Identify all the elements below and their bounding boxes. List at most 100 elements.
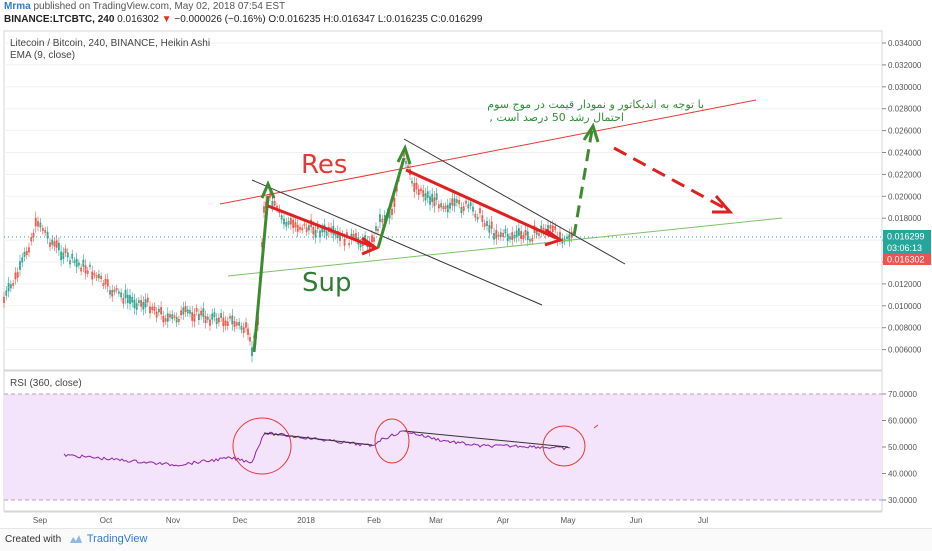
ema-point (405, 161, 407, 163)
last-price: 0.016302 (117, 14, 159, 25)
price-change: −0.000026 (−0.16%) (174, 14, 266, 25)
channel-top-2[interactable] (403, 138, 626, 265)
down-arrow-icon: ▼ (161, 14, 172, 25)
ema-point (122, 300, 124, 302)
chart-svg[interactable]: 0.034000 0.032000 0.030000 0.028000 0.026000… (0, 28, 932, 530)
ema-point (389, 214, 391, 216)
time-tick-label: Jul (698, 516, 708, 525)
price-tick-label: 0.026000 (888, 127, 922, 136)
time-axis[interactable]: Sep Oct Nov Dec 2018 Feb Mar Apr May Jun Jul (4, 511, 882, 525)
ema-point (162, 318, 164, 320)
ema-point (454, 201, 456, 203)
ema-point (299, 227, 301, 229)
ema-point (118, 291, 120, 293)
price-axis[interactable]: 0.034000 0.032000 0.030000 0.028000 0.026000… (882, 39, 922, 355)
ema-point (85, 268, 87, 270)
resistance-line[interactable] (219, 99, 757, 205)
ema-point (98, 275, 100, 277)
correction-arrow-2-head (544, 228, 564, 247)
ema-point (447, 208, 449, 210)
ema-point (456, 200, 458, 202)
rsi-title[interactable]: RSI (360, close) (10, 378, 82, 389)
ema-point (213, 314, 215, 316)
ema-point (442, 207, 444, 209)
ema-point (205, 319, 207, 321)
price-tick-label: 0.034000 (888, 39, 922, 48)
ema-point (445, 206, 447, 208)
ema-point (153, 308, 155, 310)
ema-point (56, 243, 58, 245)
ema-point (5, 292, 7, 294)
main-pane-title: Litecoin / Bitcoin, 240, BINANCE, Heikin… (10, 38, 210, 49)
ema-point (393, 201, 395, 203)
ema-point (465, 201, 467, 203)
time-tick-label: 2018 (297, 516, 315, 525)
ema-point (218, 319, 220, 321)
ema-point (276, 206, 278, 208)
rsi-tick-label: 50.0000 (888, 443, 917, 452)
ema-point (73, 261, 75, 263)
ema-point (142, 305, 144, 307)
ema-point (156, 314, 158, 316)
ema-point (451, 201, 453, 203)
main-pane[interactable] (3, 30, 883, 371)
ema-point (502, 234, 504, 236)
chart-frame[interactable]: 0.034000 0.032000 0.030000 0.028000 0.026000… (0, 28, 932, 530)
time-tick-label: Jun (630, 516, 643, 525)
ema-point (24, 253, 25, 255)
ema-point (251, 351, 253, 353)
ema-point (102, 284, 104, 286)
ema-point (178, 319, 180, 321)
ema-point (26, 252, 28, 254)
time-tick-label: Oct (100, 516, 113, 525)
ema-point (500, 234, 502, 236)
ema-point (227, 323, 229, 325)
ema-point (543, 229, 544, 231)
ema-point (504, 230, 506, 232)
ema-point (498, 235, 500, 237)
support-line[interactable] (227, 217, 783, 277)
tradingview-logo[interactable]: TradingView (68, 533, 147, 545)
ema-point (375, 227, 377, 229)
ema-point (422, 192, 424, 194)
ema-point (344, 241, 346, 243)
ema-point (353, 235, 355, 237)
ema-point (249, 338, 251, 340)
ema-point (247, 331, 249, 333)
ema-point (51, 241, 53, 243)
ema-point (65, 250, 67, 252)
rsi-circles (232, 417, 586, 475)
ema-point (37, 223, 39, 225)
ema-point (292, 223, 294, 225)
ema-point (391, 211, 393, 213)
persian-note-line2: احتمال رشد 50 درصد است , (489, 111, 624, 124)
ema-point (297, 227, 299, 229)
time-tick-label: Sep (33, 516, 48, 525)
ema-point (474, 215, 476, 217)
correction-arrows (267, 168, 564, 256)
ema-point (113, 290, 115, 292)
price-tag-last-text: 0.016302 (887, 255, 925, 265)
ema-point (89, 265, 91, 267)
author-name[interactable]: Mrma (4, 1, 31, 12)
ema-point (283, 221, 285, 223)
ema-point (202, 312, 204, 314)
ema-point (133, 303, 135, 305)
ema-point (138, 301, 140, 303)
rsi-axis[interactable]: 70.0000 60.0000 50.0000 40.0000 30.0000 (882, 390, 917, 505)
ema-point (78, 263, 80, 265)
ema-point (271, 203, 273, 205)
price-tag-timer (883, 242, 931, 253)
ema-point (42, 229, 44, 231)
ema-point (173, 316, 175, 318)
ema-point (49, 244, 51, 246)
ema-point (294, 224, 296, 226)
ema-point (231, 319, 233, 321)
channel-top-1[interactable] (251, 179, 543, 306)
ema-point (509, 237, 511, 239)
ema-indicator-label[interactable]: EMA (9, close) (10, 50, 75, 61)
ema-point (191, 316, 193, 318)
rsi-band (4, 394, 882, 500)
tradingview-brand: TradingView (86, 533, 148, 545)
ema-point (472, 208, 474, 210)
